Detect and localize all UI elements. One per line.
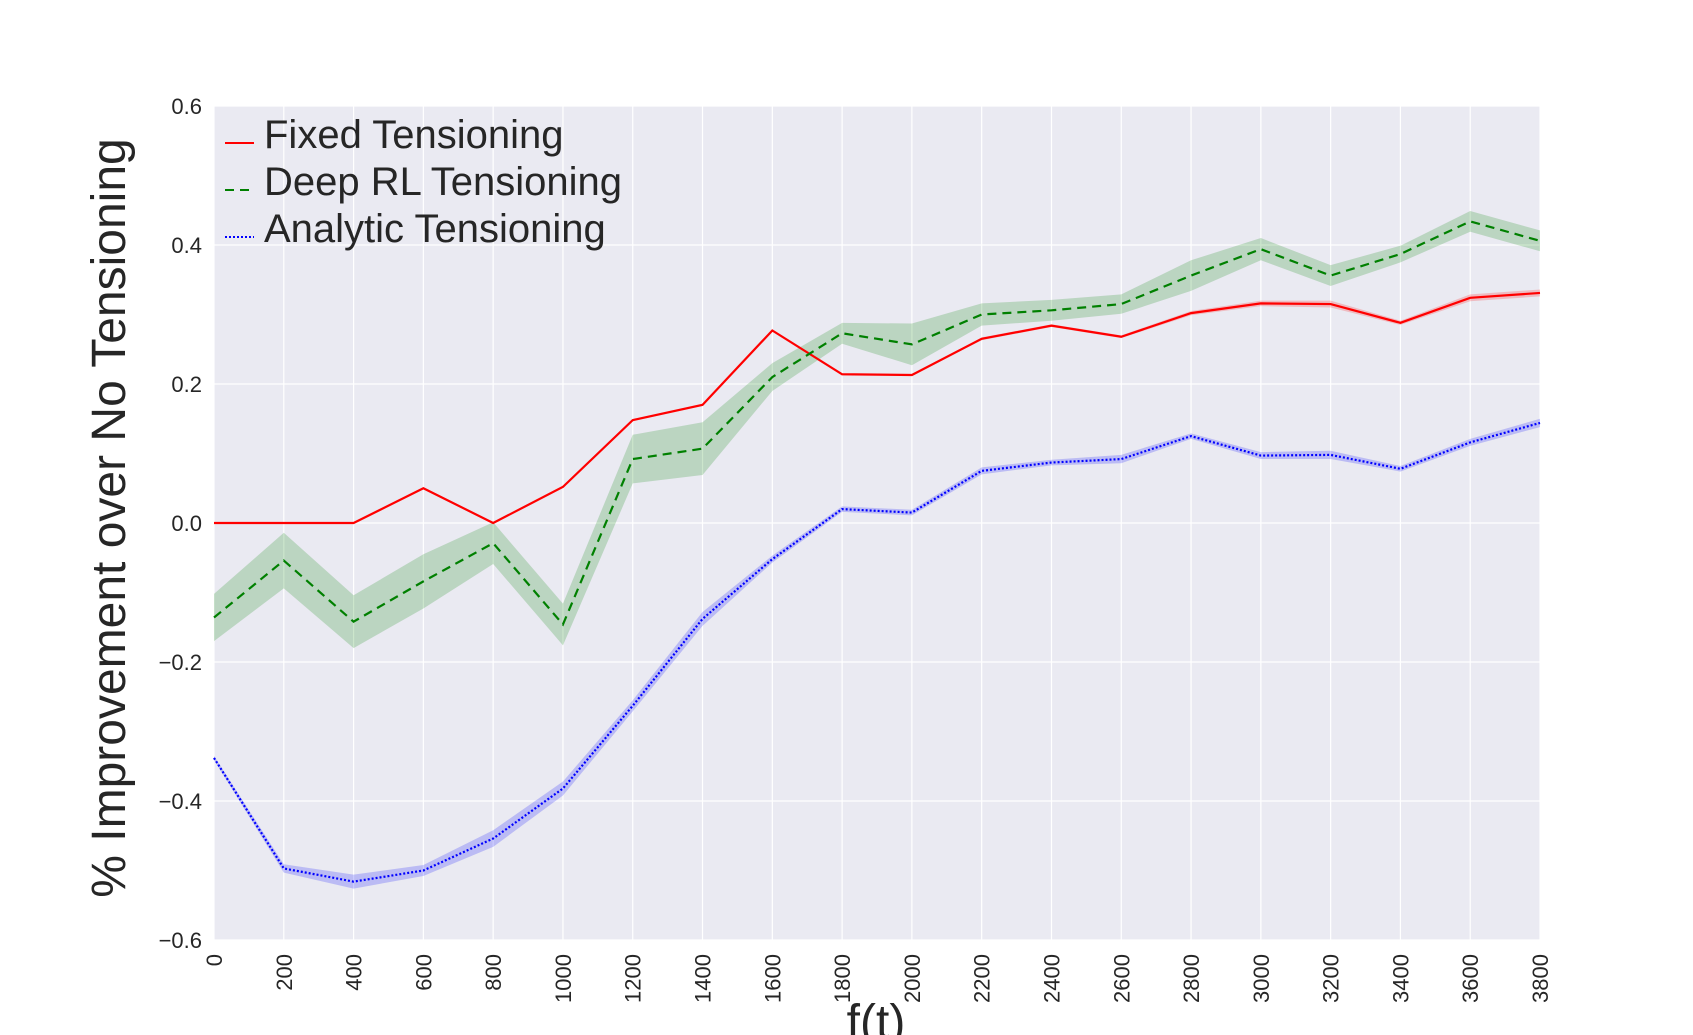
series-band: [214, 418, 1540, 889]
grid-lines: [213, 105, 1541, 941]
x-tick-label: 3600: [1458, 954, 1483, 1003]
confidence-bands: [214, 210, 1540, 889]
x-tick-label: 2400: [1039, 954, 1064, 1003]
x-tick-label: 600: [411, 954, 436, 991]
x-tick-label: 1000: [551, 954, 576, 1003]
x-tick-label: 1200: [621, 954, 646, 1003]
x-tick-label: 1600: [760, 954, 785, 1003]
y-axis-label: % Improvement over No Tensioning: [83, 138, 136, 898]
y-tick-label: 0.2: [171, 372, 202, 397]
x-tick-label: 400: [342, 954, 367, 991]
series-line: [213, 421, 1541, 883]
legend-label: Fixed Tensioning: [264, 113, 563, 157]
x-tick-label: 2600: [1109, 954, 1134, 1003]
y-tick-label: −0.2: [159, 650, 202, 675]
x-axis-ticks: 0 200 400 600 800 1000 1200 1400 1600 1800 2000 220…: [202, 954, 1553, 1003]
x-tick-label: 2800: [1179, 954, 1204, 1003]
x-tick-label: 800: [481, 954, 506, 991]
y-axis-ticks: 0.6 0.4 0.2 0.0 −0.2 −0.4 −0.6: [159, 94, 202, 953]
series-lines: [213, 220, 1541, 883]
x-tick-label: 3000: [1249, 954, 1274, 1003]
x-tick-label: 2200: [970, 954, 995, 1003]
x-tick-label: 2000: [900, 954, 925, 1003]
x-tick-label: 1400: [691, 954, 716, 1003]
x-tick-label: 0: [202, 954, 227, 966]
y-tick-label: 0.4: [171, 233, 202, 258]
y-tick-label: −0.4: [159, 789, 202, 814]
y-tick-label: 0.0: [171, 511, 202, 536]
legend-label: Deep RL Tensioning: [264, 160, 622, 204]
x-tick-label: 3400: [1388, 954, 1413, 1003]
series-line: [213, 220, 1541, 627]
x-tick-label: 3200: [1319, 954, 1344, 1003]
x-tick-label: 3800: [1528, 954, 1553, 1003]
legend-label: Analytic Tensioning: [264, 207, 606, 251]
x-tick-label: 1800: [830, 954, 855, 1003]
y-tick-label: 0.6: [171, 94, 202, 119]
x-tick-label: 200: [272, 954, 297, 991]
x-axis-label: f(t): [847, 996, 906, 1035]
series-line: [214, 291, 1541, 525]
series-band: [214, 210, 1540, 649]
y-tick-label: −0.6: [159, 928, 202, 953]
